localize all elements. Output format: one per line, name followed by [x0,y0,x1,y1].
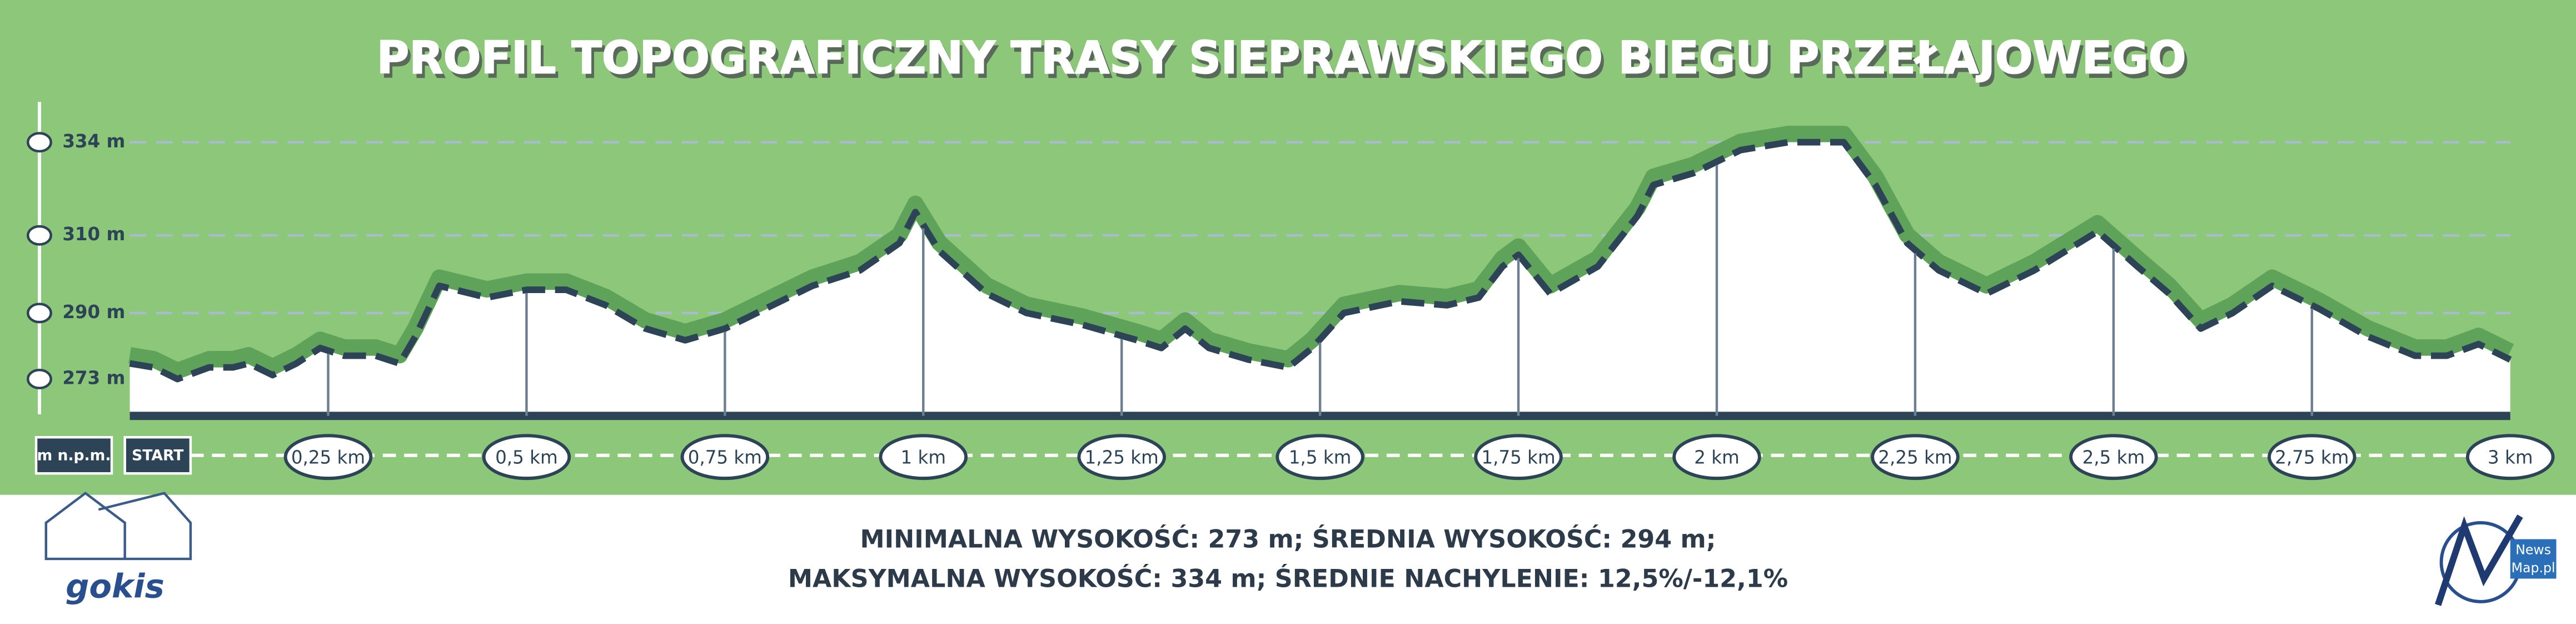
title-shadow: PROFIL TOPOGRAFICZNY TRASY SIEPRAWSKIEGO… [380,37,2190,88]
y-tick-marker [27,303,52,324]
x-tick-marker [879,434,968,481]
x-tick-marker [2268,434,2356,481]
x-tick-marker [1871,434,1960,481]
x-tick-label: 2,5 km [2082,447,2145,468]
x-tick-label: 3 km [2488,447,2533,468]
x-tick-marker [1077,434,1167,481]
logo-text: News [2515,542,2551,558]
x-tick-label: 0,75 km [688,447,762,468]
profile-band [128,126,2514,379]
y-tick-marker [27,369,52,389]
ylabel-box [34,436,113,475]
x-tick-marker [680,434,770,481]
x-tick-label: 1,75 km [1481,447,1555,468]
logo-right: News Map.pl [2435,514,2557,606]
x-tick-label: START [132,447,183,464]
x-tick-label: 0,25 km [291,447,365,468]
x-tick-marker [1672,434,1761,481]
x-tick-marker [1275,434,1364,481]
y-tick-label: 273 m [62,367,125,388]
x-tick-marker [1474,434,1563,481]
y-tick-label: 290 m [62,301,125,323]
x-tick-marker [482,434,571,481]
x-tick-marker [283,434,373,481]
logo-text: gokis [66,567,165,605]
y-axis-label: m n.p.m. [37,447,111,464]
profile-line [129,138,2512,383]
annotation: MAKSYMALNA WYSOKOŚĆ: 334 m; ŚREDNIE NACH… [788,563,1788,593]
x-tick-label: 2,25 km [1878,447,1952,468]
logo-text: Map.pl [2512,560,2555,576]
x-tick-marker [2069,434,2158,481]
x-tick-label: 2 km [1694,447,1740,468]
start-box [123,436,192,475]
y-tick-marker [27,225,52,246]
x-tick-marker [2465,434,2555,481]
x-tick-label: 1,5 km [1289,447,1352,468]
x-tick-label: 2,75 km [2275,447,2349,468]
y-tick-marker [27,132,52,153]
chart-title: PROFIL TOPOGRAFICZNY TRASY SIEPRAWSKIEGO… [377,32,2186,83]
annotation: MINIMALNA WYSOKOŚĆ: 273 m; ŚREDNIA WYSOK… [860,524,1716,553]
x-tick-label: 1,25 km [1085,447,1159,468]
x-tick-label: 1 km [901,447,946,468]
y-tick-label: 310 m [62,224,125,245]
logo-left: gokis [44,491,192,605]
y-tick-label: 334 m [62,131,125,152]
x-tick-label: 0,5 km [495,447,558,468]
